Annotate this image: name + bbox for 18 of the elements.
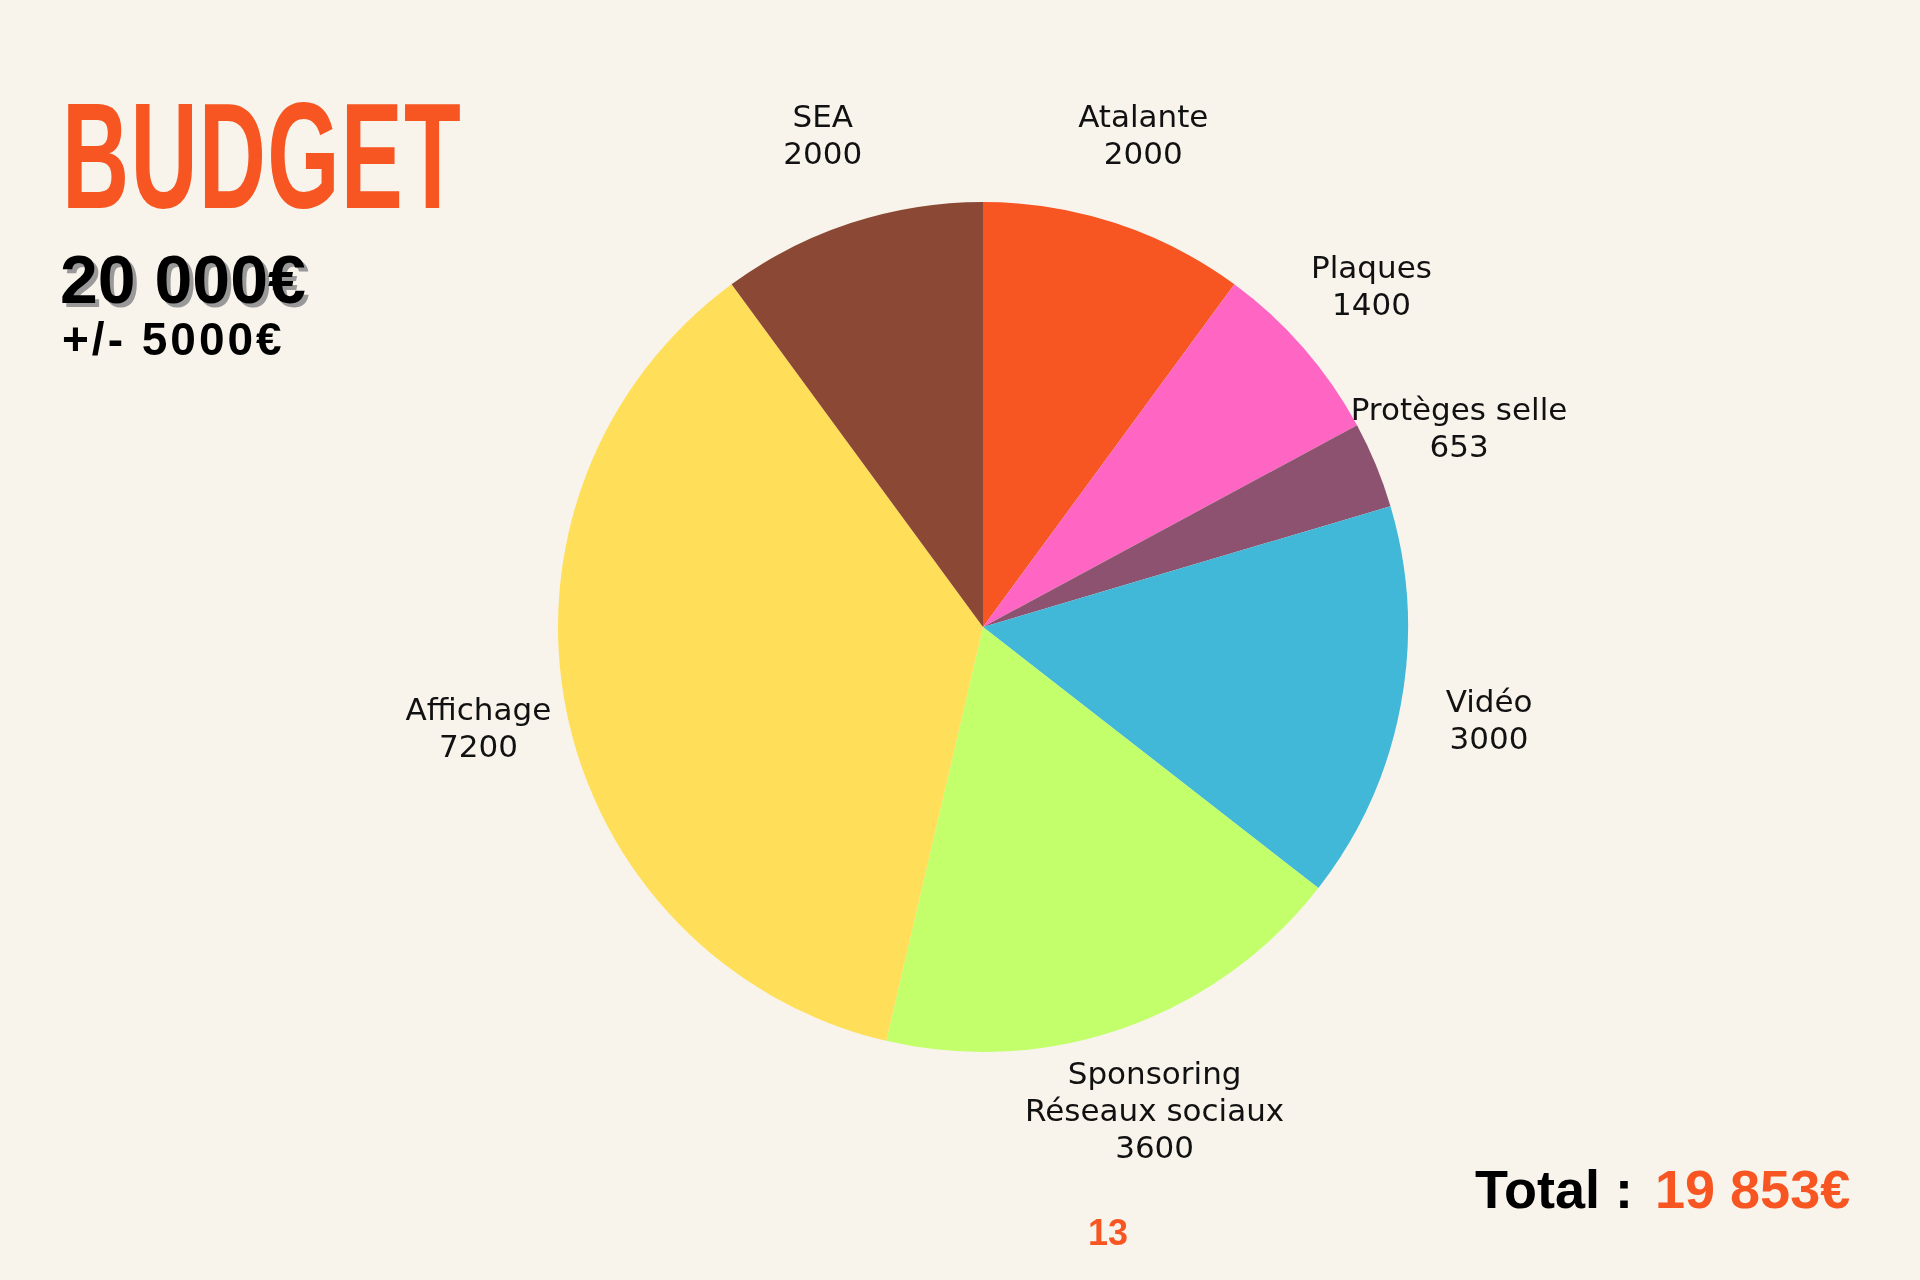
slice-label: Plaques	[1311, 249, 1432, 286]
text: 13	[1088, 1212, 1129, 1254]
slice-label: Vidéo	[1445, 683, 1533, 720]
chart-title: BUDGET	[62, 72, 463, 240]
data-label: 7200	[438, 727, 518, 764]
data-label: 2000	[1103, 135, 1183, 172]
text: Total :	[1475, 1158, 1633, 1220]
data-label: 3600	[1115, 1128, 1195, 1165]
slice-label: Protèges selle	[1350, 391, 1568, 428]
slice-label: Atalante	[1078, 98, 1209, 135]
slice-label: Affichage	[405, 690, 552, 727]
data-label: 1400	[1331, 286, 1411, 323]
data-label: 2000	[783, 135, 863, 172]
data-label: 3000	[1449, 720, 1529, 757]
text: 19 853€	[1655, 1158, 1851, 1220]
slice-label: SEA	[792, 98, 853, 135]
slice-label: Sponsoring Réseaux sociaux	[1025, 1054, 1285, 1128]
data-label: 653	[1429, 428, 1489, 465]
